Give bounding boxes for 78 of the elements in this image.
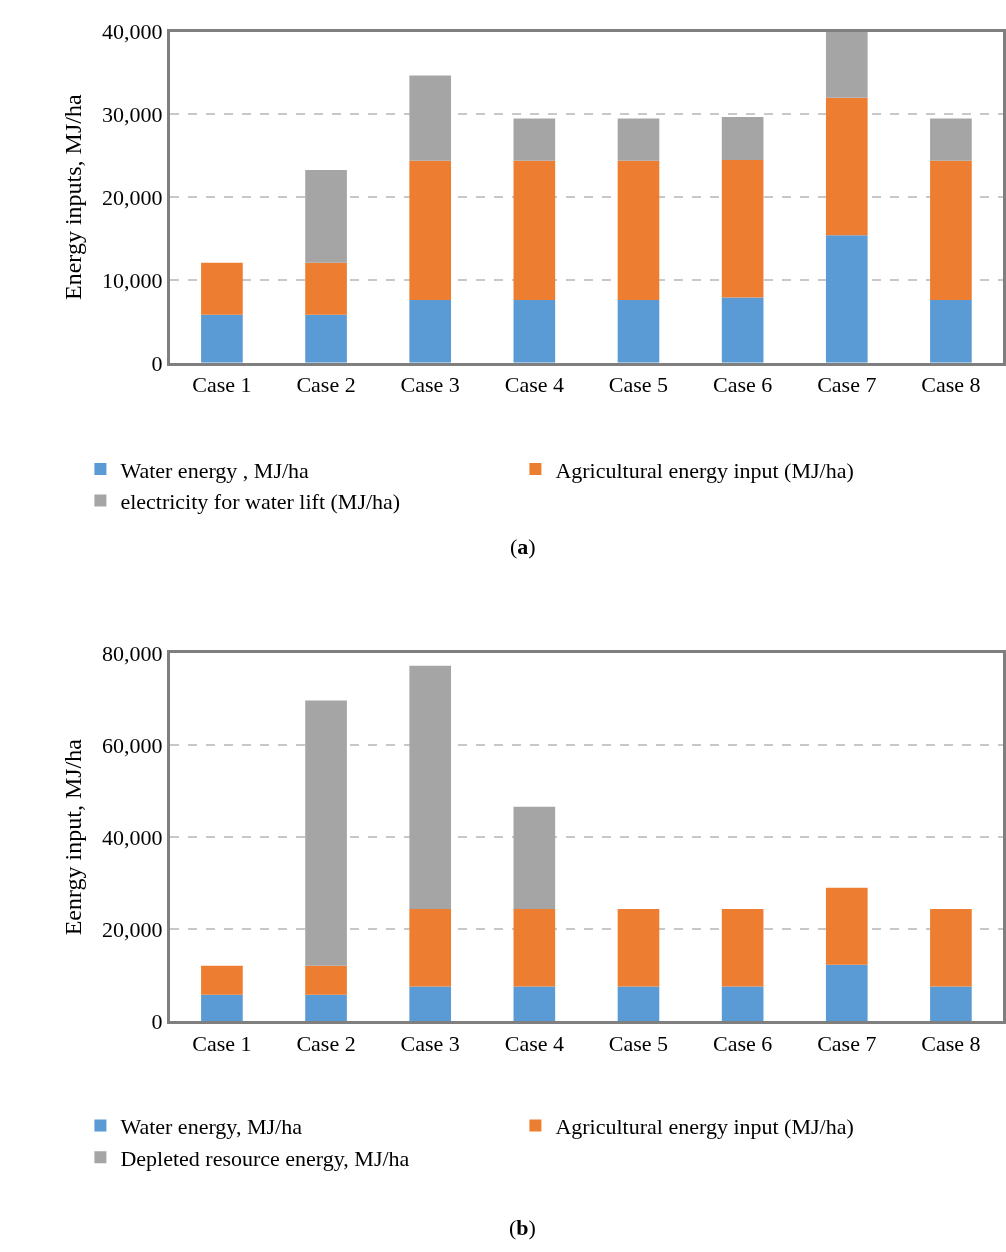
- y-tick-label: 40,000: [101, 19, 163, 45]
- y-tick-label: 40,000: [101, 824, 163, 850]
- bar: [201, 994, 243, 1022]
- bar: [409, 160, 452, 300]
- x-tick-label: Case 5: [608, 1030, 669, 1056]
- bar: [305, 994, 347, 1022]
- bar: [409, 75, 452, 161]
- bar: [721, 909, 764, 987]
- bar: [825, 235, 868, 363]
- y-tick-label: 20,000: [101, 184, 163, 210]
- bar: [930, 986, 972, 1022]
- bar: [617, 986, 660, 1022]
- x-tick-label: Case 8: [921, 372, 981, 398]
- x-tick-label: Case 4: [504, 372, 564, 398]
- y-tick-label: 80,000: [101, 640, 163, 666]
- bar: [305, 700, 347, 966]
- y-axis-title: Eenrgy input, MJ/ha: [60, 738, 87, 936]
- bar: [409, 665, 452, 910]
- bar: [825, 887, 868, 965]
- x-tick-label: Case 7: [817, 372, 877, 398]
- bar: [513, 160, 556, 300]
- legend-label: Water energy, MJ/ha: [120, 1114, 303, 1140]
- bar: [930, 909, 972, 987]
- bar: [201, 262, 243, 315]
- bar: [617, 909, 660, 987]
- x-tick-label: Case 2: [296, 1030, 356, 1056]
- bar: [513, 909, 556, 987]
- bar: [825, 964, 868, 1022]
- bar: [721, 159, 764, 298]
- legend-label: electricity for water lift (MJ/ha): [120, 489, 401, 515]
- bar: [201, 965, 243, 995]
- x-tick-label: Case 2: [296, 372, 356, 398]
- x-tick-label: Case 6: [713, 372, 773, 398]
- bar: [305, 169, 347, 263]
- y-axis-title: Energy inputs, MJ/ha: [60, 94, 87, 300]
- bar: [513, 806, 556, 910]
- bar: [305, 314, 347, 363]
- bar: [617, 160, 660, 300]
- x-tick-label: Case 6: [713, 1030, 773, 1056]
- text: (a): [510, 534, 536, 559]
- y-tick-label: 0: [151, 350, 163, 376]
- x-tick-label: Case 1: [192, 372, 252, 398]
- y-tick-label: 10,000: [101, 267, 163, 293]
- x-tick-label: Case 1: [192, 1030, 252, 1056]
- bar: [305, 965, 347, 995]
- bar: [825, 31, 868, 98]
- bar: [409, 909, 452, 987]
- y-tick-label: 20,000: [101, 917, 163, 943]
- y-tick-label: 30,000: [101, 102, 163, 128]
- x-tick-label: Case 4: [504, 1030, 564, 1056]
- bar: [617, 299, 660, 363]
- x-tick-label: Case 7: [817, 1030, 877, 1056]
- legend-label: Agricultural energy input (MJ/ha): [555, 457, 854, 483]
- x-tick-label: Case 3: [400, 1030, 460, 1056]
- bar: [930, 299, 972, 363]
- bar: [721, 297, 764, 363]
- bar: [201, 314, 243, 363]
- bar: [513, 118, 556, 161]
- bar: [513, 986, 556, 1022]
- bar: [930, 118, 972, 161]
- bar: [617, 118, 660, 161]
- bar: [409, 986, 452, 1022]
- bar: [409, 299, 452, 363]
- x-tick-label: Case 3: [400, 372, 460, 398]
- legend-label: Depleted resource energy, MJ/ha: [120, 1145, 410, 1171]
- x-tick-label: Case 5: [608, 372, 669, 398]
- text: (b): [509, 1215, 536, 1240]
- y-tick-label: 60,000: [101, 732, 163, 758]
- bar: [930, 160, 972, 300]
- bar: [721, 986, 764, 1022]
- bar: [721, 116, 764, 160]
- y-tick-label: 0: [151, 1009, 163, 1035]
- x-tick-label: Case 8: [921, 1030, 981, 1056]
- bar: [825, 97, 868, 236]
- legend-label: Water energy , MJ/ha: [120, 457, 310, 483]
- legend-label: Agricultural energy input (MJ/ha): [555, 1114, 854, 1140]
- bar: [513, 299, 556, 363]
- bar: [305, 262, 347, 315]
